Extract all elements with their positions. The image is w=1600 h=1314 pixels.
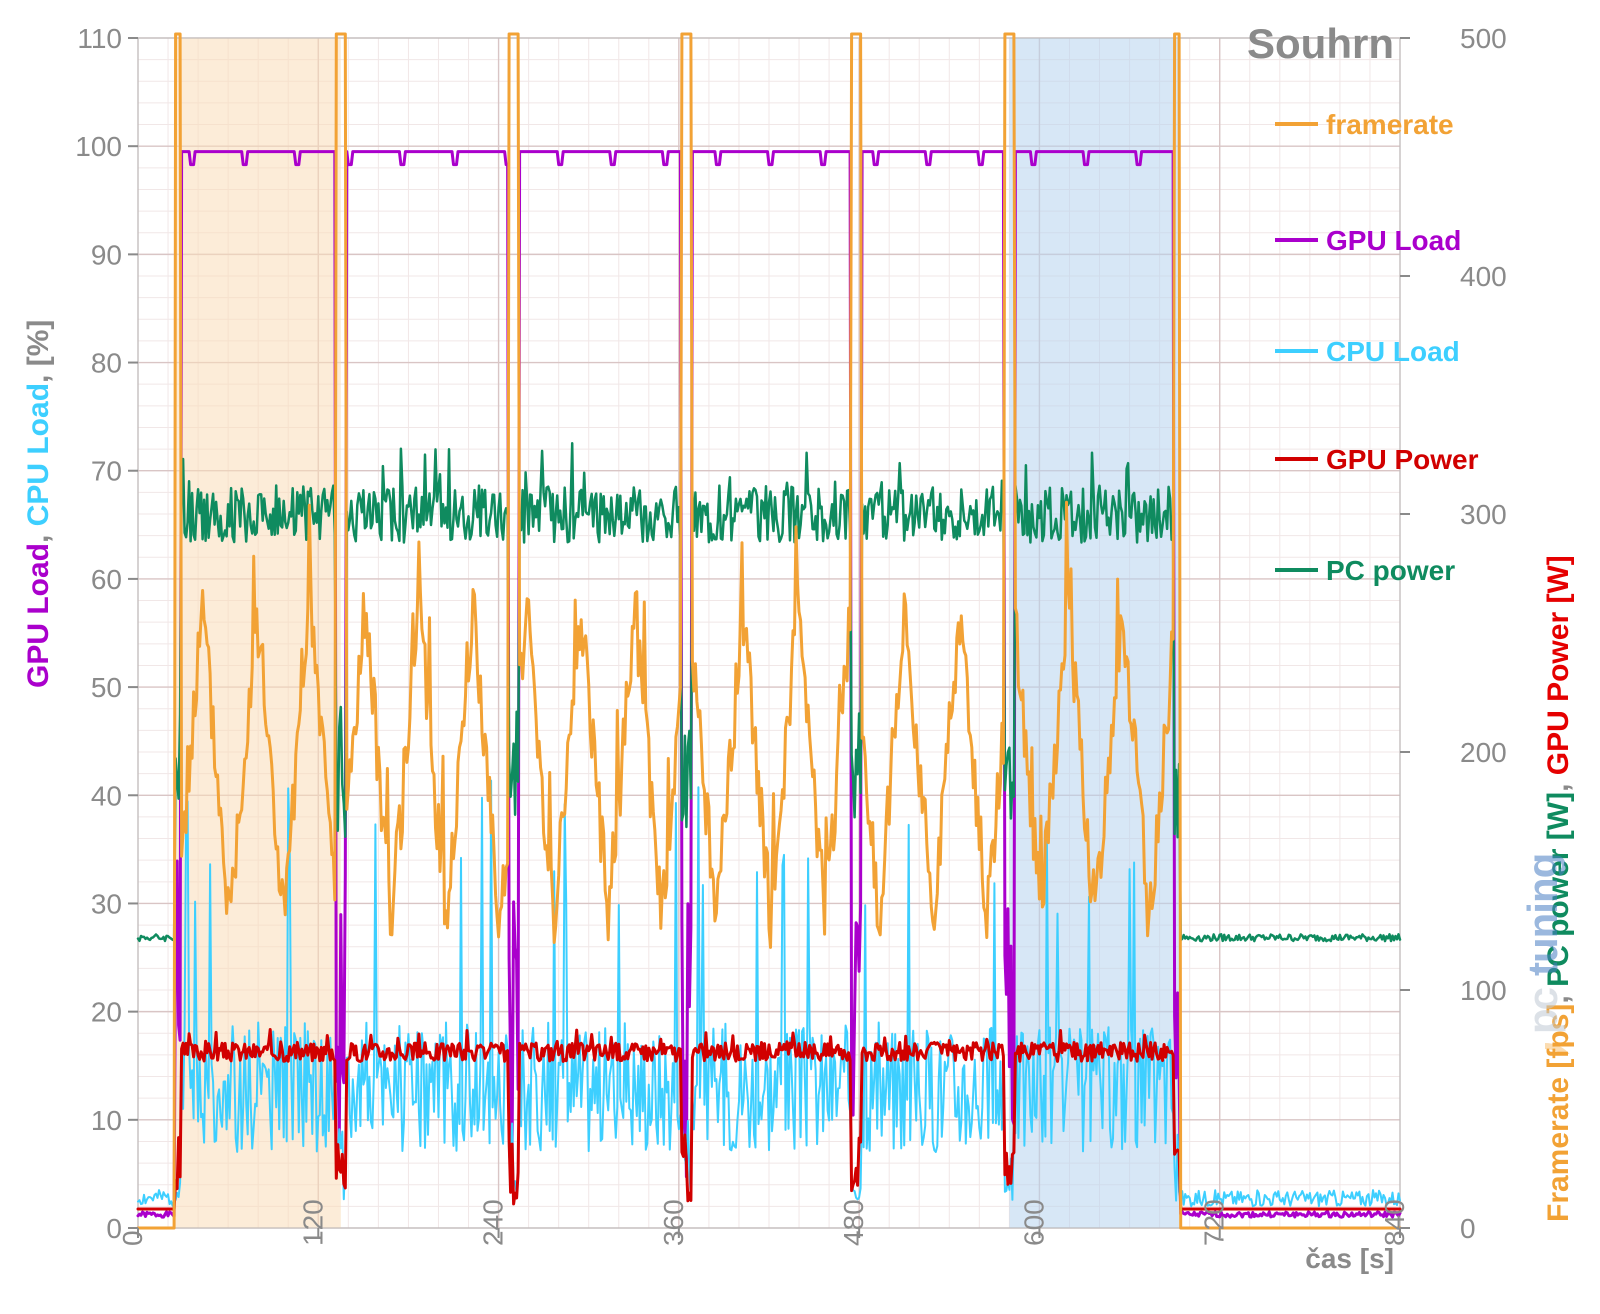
legend-gpu-power: GPU Power xyxy=(1326,444,1479,475)
svg-text:240: 240 xyxy=(478,1199,509,1246)
svg-text:400: 400 xyxy=(1460,261,1507,292)
svg-text:20: 20 xyxy=(91,997,122,1028)
svg-text:120: 120 xyxy=(297,1199,328,1246)
x-axis-label: čas [s] xyxy=(1305,1243,1394,1274)
chart-title: Souhrn xyxy=(1247,20,1394,67)
watermark-pc: pc xyxy=(1519,987,1566,1034)
svg-text:300: 300 xyxy=(1460,499,1507,530)
svg-text:60: 60 xyxy=(91,564,122,595)
svg-text:90: 90 xyxy=(91,239,122,270)
legend-gpu-load: GPU Load xyxy=(1326,225,1461,256)
svg-text:100: 100 xyxy=(75,131,122,162)
svg-text:70: 70 xyxy=(91,456,122,487)
svg-text:360: 360 xyxy=(658,1199,689,1246)
chart-container: 0 120 240 360 480 600 720 840čas [s] 0 10 20 30 40 50… xyxy=(0,0,1600,1314)
svg-text:40: 40 xyxy=(91,780,122,811)
svg-text:0: 0 xyxy=(106,1213,122,1244)
legend-framerate: framerate xyxy=(1326,109,1454,140)
svg-text:110: 110 xyxy=(77,23,122,54)
svg-text:600: 600 xyxy=(1018,1199,1049,1246)
legend-cpu-load: CPU Load xyxy=(1326,336,1460,367)
watermark-logo: pc tuning xyxy=(1500,774,1590,1054)
svg-text:30: 30 xyxy=(91,888,122,919)
y-left-label: GPU Load, CPU Load, [%] xyxy=(22,320,55,688)
svg-text:0: 0 xyxy=(1460,1213,1476,1244)
svg-text:200: 200 xyxy=(1460,737,1507,768)
svg-text:50: 50 xyxy=(91,672,122,703)
svg-text:80: 80 xyxy=(91,348,122,379)
svg-text:500: 500 xyxy=(1460,23,1507,54)
svg-text:840: 840 xyxy=(1379,1199,1410,1246)
legend-pc-power: PC power xyxy=(1326,555,1455,586)
svg-text:720: 720 xyxy=(1199,1199,1230,1246)
chart-svg: 0 120 240 360 480 600 720 840čas [s] 0 10 20 30 40 50… xyxy=(0,0,1600,1314)
watermark-tuning: tuning xyxy=(1519,854,1566,976)
svg-text:10: 10 xyxy=(91,1105,122,1136)
svg-text:480: 480 xyxy=(838,1199,869,1246)
